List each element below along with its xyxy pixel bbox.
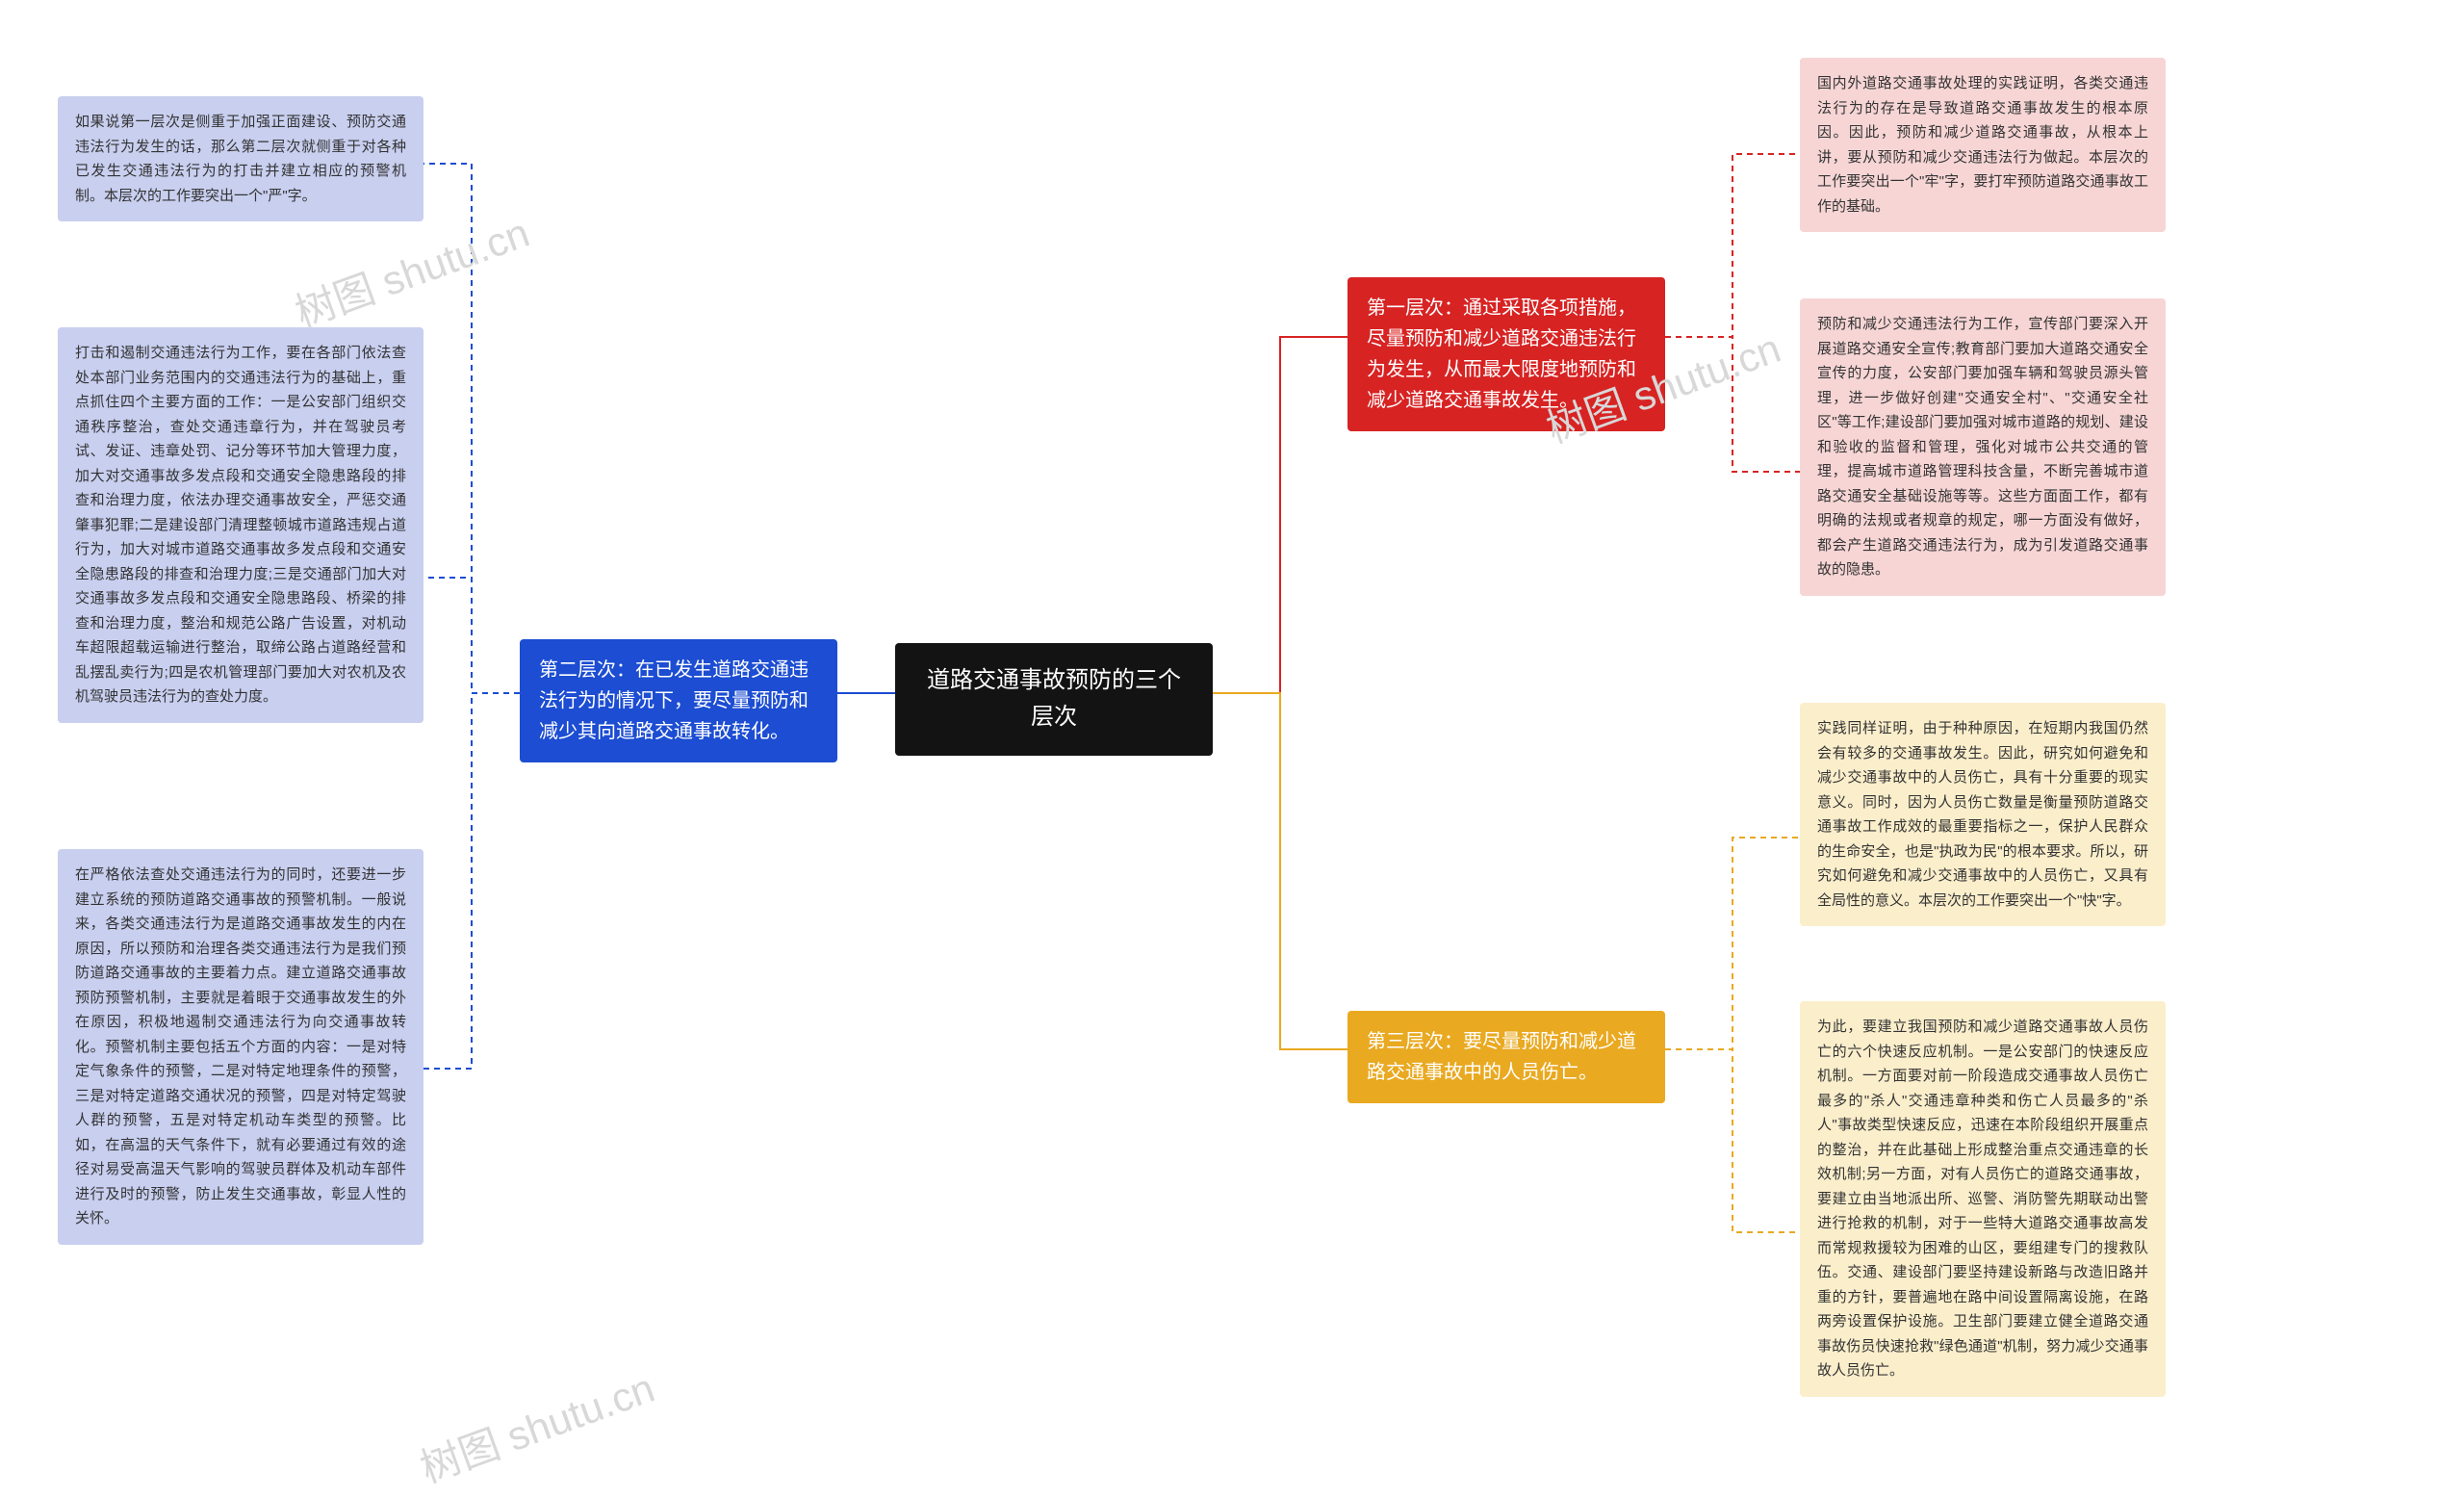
detail-node-text: 打击和遏制交通违法行为工作，要在各部门依法查处本部门业务范围内的交通违法行为的基… <box>75 345 406 705</box>
detail-node-text: 在严格依法查处交通违法行为的同时，还要进一步建立系统的预防道路交通事故的预警机制… <box>75 866 406 1226</box>
detail-node-layer1-3[interactable]: 国内外道路交通事故处理的实践证明，各类交通违法行为的存在是导致道路交通事故发生的… <box>1800 58 2166 232</box>
connector-line <box>1665 838 1800 1049</box>
level1-node-layer1[interactable]: 第一层次：通过采取各项措施，尽量预防和减少道路交通违法行为发生，从而最大限度地预… <box>1348 277 1665 431</box>
detail-node-text: 实践同样证明，由于种种原因，在短期内我国仍然会有较多的交通事故发生。因此，研究如… <box>1817 720 2148 909</box>
detail-node-layer2-1[interactable]: 打击和遏制交通违法行为工作，要在各部门依法查处本部门业务范围内的交通违法行为的基… <box>58 327 424 723</box>
level1-node-text: 第一层次：通过采取各项措施，尽量预防和减少道路交通违法行为发生，从而最大限度地预… <box>1367 297 1636 411</box>
connector-line <box>424 693 520 1069</box>
detail-node-text: 如果说第一层次是侧重于加强正面建设、预防交通违法行为发生的话，那么第二层次就侧重… <box>75 114 406 204</box>
center-node-text: 道路交通事故预防的三个层次 <box>927 667 1181 730</box>
center-node[interactable]: 道路交通事故预防的三个层次 <box>895 643 1213 756</box>
connector-line <box>1213 693 1348 1049</box>
detail-node-text: 预防和减少交通违法行为工作，宣传部门要深入开展道路交通安全宣传;教育部门要加大道… <box>1817 316 2148 578</box>
detail-node-text: 为此，要建立我国预防和减少道路交通事故人员伤亡的六个快速反应机制。一是公安部门的… <box>1817 1019 2148 1379</box>
level1-node-text: 第二层次：在已发生道路交通违法行为的情况下，要尽量预防和减少其向道路交通事故转化… <box>539 659 808 742</box>
watermark: 树图 shutu.cn <box>411 1355 661 1494</box>
connector-line <box>424 578 520 693</box>
connector-line <box>1665 1049 1800 1232</box>
detail-node-text: 国内外道路交通事故处理的实践证明，各类交通违法行为的存在是导致道路交通事故发生的… <box>1817 75 2148 215</box>
detail-node-layer2-0[interactable]: 如果说第一层次是侧重于加强正面建设、预防交通违法行为发生的话，那么第二层次就侧重… <box>58 96 424 221</box>
detail-node-layer1-4[interactable]: 预防和减少交通违法行为工作，宣传部门要深入开展道路交通安全宣传;教育部门要加大道… <box>1800 298 2166 596</box>
connector-line <box>1665 337 1800 472</box>
connector-line <box>424 164 520 693</box>
level1-node-layer3[interactable]: 第三层次：要尽量预防和减少道路交通事故中的人员伤亡。 <box>1348 1011 1665 1103</box>
detail-node-layer3-5[interactable]: 实践同样证明，由于种种原因，在短期内我国仍然会有较多的交通事故发生。因此，研究如… <box>1800 703 2166 926</box>
connector-line <box>1213 337 1348 693</box>
detail-node-layer3-6[interactable]: 为此，要建立我国预防和减少道路交通事故人员伤亡的六个快速反应机制。一是公安部门的… <box>1800 1001 2166 1397</box>
detail-node-layer2-2[interactable]: 在严格依法查处交通违法行为的同时，还要进一步建立系统的预防道路交通事故的预警机制… <box>58 849 424 1245</box>
level1-node-text: 第三层次：要尽量预防和减少道路交通事故中的人员伤亡。 <box>1367 1031 1636 1083</box>
level1-node-layer2[interactable]: 第二层次：在已发生道路交通违法行为的情况下，要尽量预防和减少其向道路交通事故转化… <box>520 639 837 762</box>
connector-line <box>1665 154 1800 337</box>
